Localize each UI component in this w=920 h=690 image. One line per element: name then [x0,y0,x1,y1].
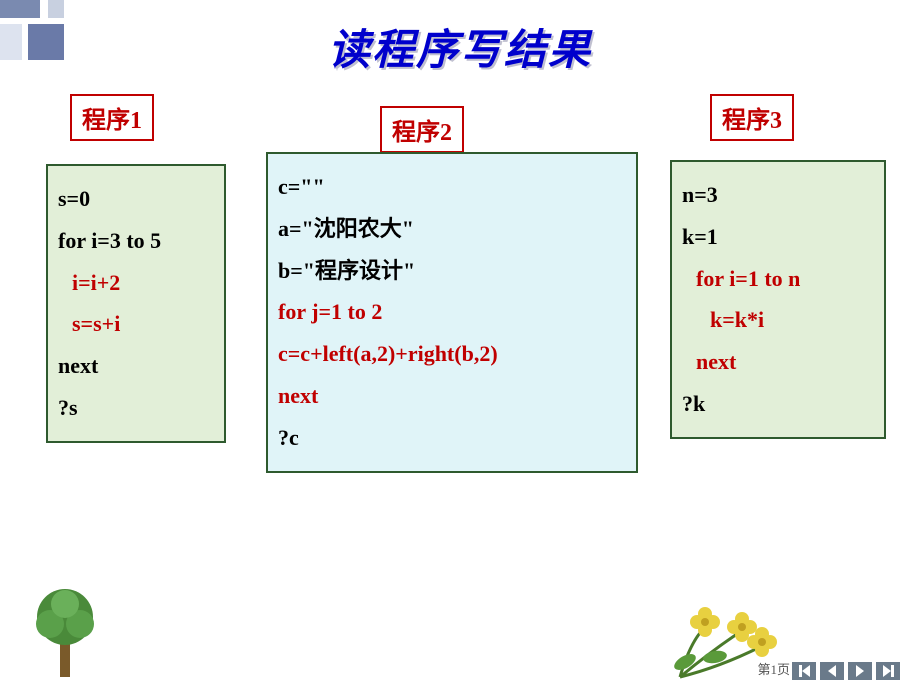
code-line: a="沈阳农大" [278,208,626,250]
code-line: next [682,341,874,383]
nav-prev-button[interactable] [820,662,844,680]
code-line: i=i+2 [58,262,214,304]
code-line: ?s [58,387,214,429]
corner-decoration [0,0,150,62]
code-line: k=1 [682,216,874,258]
program1-label: 程序1 [70,94,154,141]
code-line: for j=1 to 2 [278,291,626,333]
code-line: c=c+left(a,2)+right(b,2) [278,333,626,375]
program2-label: 程序2 [380,106,464,153]
code-line: s=s+i [58,303,214,345]
code-line: ?k [682,383,874,425]
nav-next-button[interactable] [848,662,872,680]
page-title: 读程序写结果 [328,16,592,77]
program2-code: c="" a="沈阳农大" b="程序设计" for j=1 to 2 c=c+… [266,152,638,473]
code-line: k=k*i [682,299,874,341]
page-number: 第1页 [757,659,790,678]
program3-label: 程序3 [710,94,794,141]
code-line: b="程序设计" [278,250,626,292]
code-line: for i=3 to 5 [58,220,214,262]
tree-icon [30,582,100,682]
nav-last-button[interactable] [876,662,900,680]
code-line: for i=1 to n [682,258,874,300]
program3-code: n=3 k=1 for i=1 to n k=k*i next ?k [670,160,886,439]
code-line: next [58,345,214,387]
code-line: n=3 [682,174,874,216]
program1-code: s=0 for i=3 to 5 i=i+2 s=s+i next ?s [46,164,226,443]
code-line: next [278,375,626,417]
code-line: ?c [278,417,626,459]
code-line: s=0 [58,178,214,220]
nav-bar [792,662,900,680]
code-line: c="" [278,166,626,208]
nav-first-button[interactable] [792,662,816,680]
